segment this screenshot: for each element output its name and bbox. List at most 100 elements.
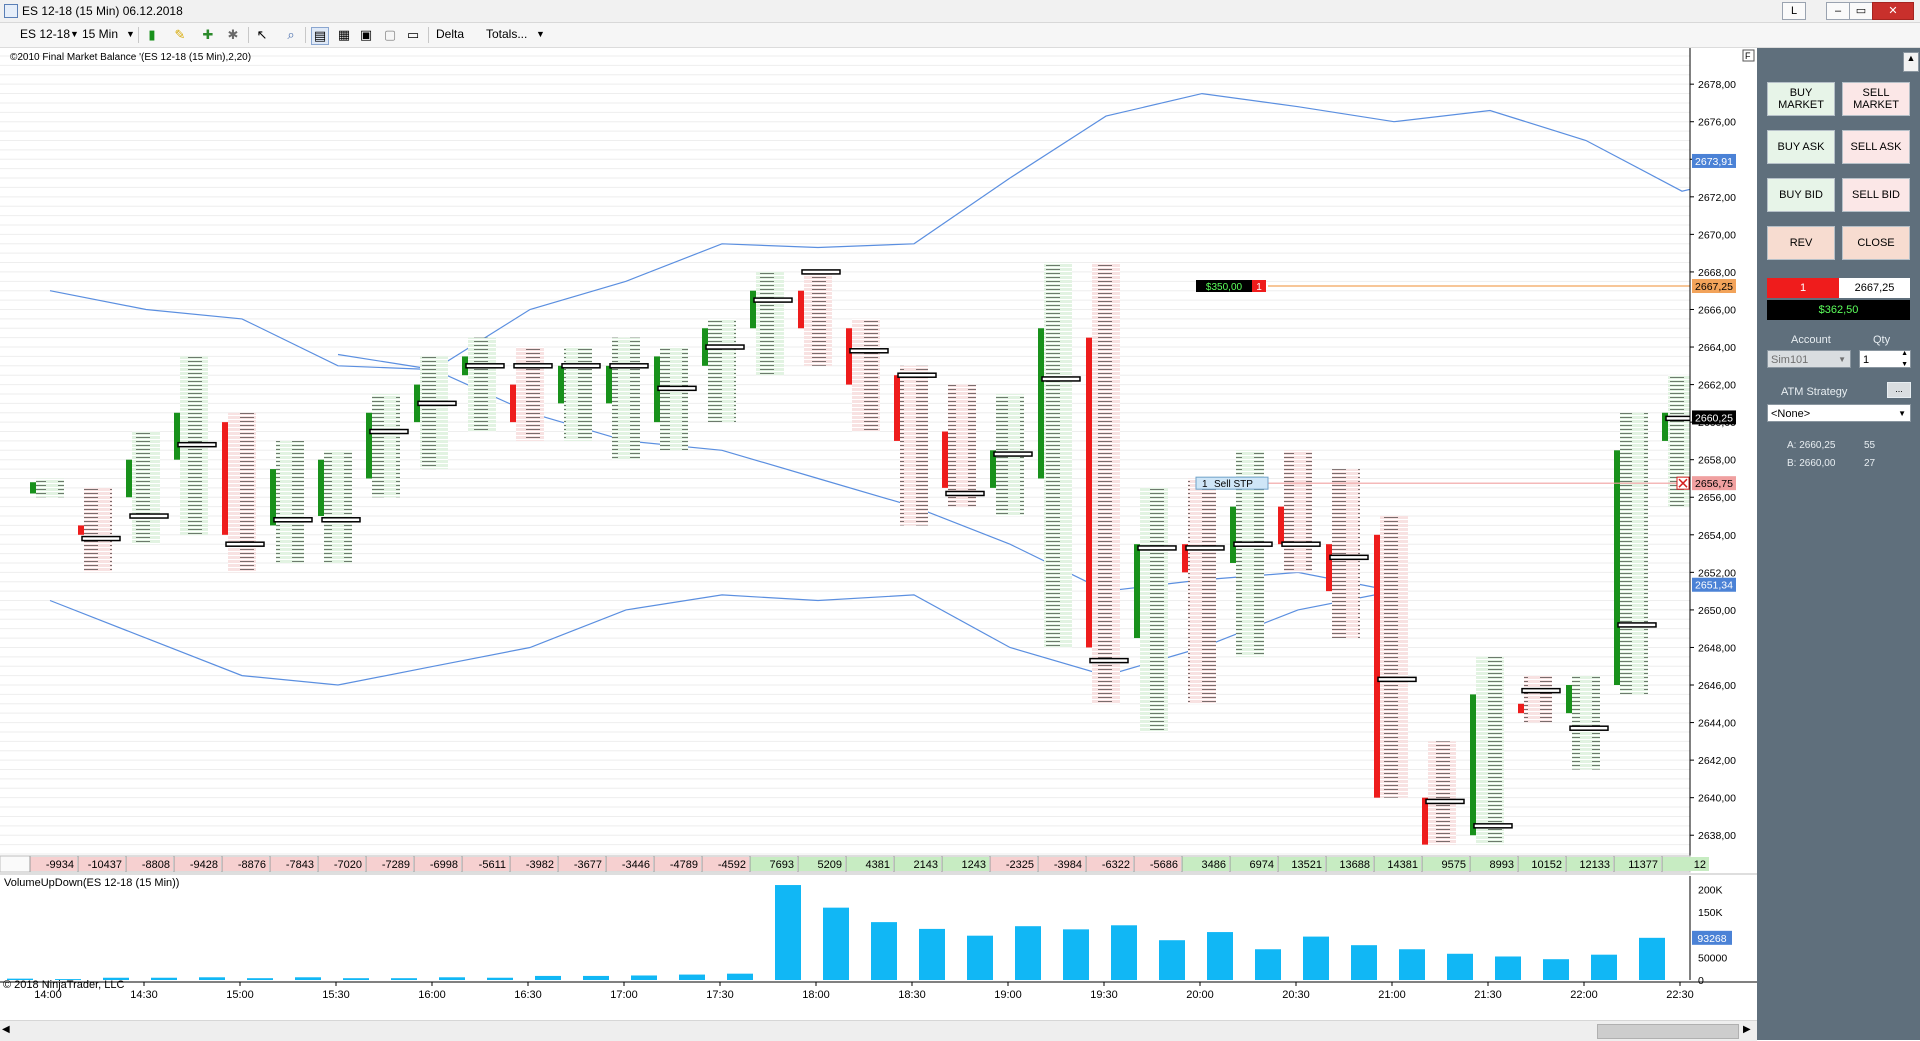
price-tick-label: 2646,00 xyxy=(1698,680,1736,692)
buy-ask-button[interactable]: BUY ASK xyxy=(1767,130,1835,164)
delta-cell xyxy=(558,857,605,871)
sell-bid-button[interactable]: SELL BID xyxy=(1842,178,1910,212)
poc-marker xyxy=(1425,798,1465,805)
chevron-down-icon[interactable]: ▼ xyxy=(536,29,545,39)
up-body xyxy=(606,365,612,404)
close-position-button[interactable]: CLOSE xyxy=(1842,226,1910,260)
totals-button[interactable]: Totals... xyxy=(486,27,528,41)
price-tick-label: 2658,00 xyxy=(1698,455,1736,467)
footprint-cells xyxy=(1044,262,1072,648)
poc-marker xyxy=(1617,622,1657,628)
delta-value: 6974 xyxy=(1250,859,1274,871)
delta-value: -7843 xyxy=(286,859,314,871)
poc-marker xyxy=(321,517,361,523)
footprint-cells xyxy=(660,347,688,451)
template-icon[interactable]: ▭ xyxy=(406,27,420,42)
delta-value: 9575 xyxy=(1442,859,1466,871)
interval-selector[interactable]: 15 Min xyxy=(82,27,119,41)
footprint-bar xyxy=(846,318,889,432)
volume-bar xyxy=(679,974,705,980)
volume-marker-label: 93268 xyxy=(1697,933,1726,945)
stop-order-tag[interactable] xyxy=(1195,476,1269,490)
sell-ask-button[interactable]: SELL ASK xyxy=(1842,130,1910,164)
poc-marker xyxy=(177,441,217,448)
price-marker[interactable] xyxy=(1692,279,1736,294)
reverse-button[interactable]: REV xyxy=(1767,226,1835,260)
footprint-bar xyxy=(606,337,649,460)
poc-marker xyxy=(753,297,793,303)
horizontal-scrollbar[interactable]: ◀ ▶ xyxy=(0,1020,1757,1041)
price-marker[interactable] xyxy=(1692,577,1736,592)
account-select[interactable]: Sim101 ▼ xyxy=(1767,350,1851,368)
price-marker[interactable] xyxy=(1692,410,1736,425)
chart-style-icon[interactable]: ▮ xyxy=(148,27,156,42)
delta-cell xyxy=(510,857,557,871)
data-box-icon[interactable]: ▦ xyxy=(337,27,351,42)
delta-value: -7289 xyxy=(382,859,410,871)
time-tick-label: 20:00 xyxy=(1186,989,1214,1000)
qty-stepper[interactable]: 1 ▲ ▼ xyxy=(1859,350,1911,368)
delta-button[interactable]: Delta xyxy=(436,27,465,41)
add-indicator-icon[interactable]: ✚ xyxy=(202,27,214,42)
order-levels[interactable]: $350,00 1 1 Sell STP xyxy=(1195,280,1690,490)
volume-bar xyxy=(7,978,33,980)
delta-value: 3486 xyxy=(1202,859,1226,871)
position-pnl-tag[interactable] xyxy=(1196,280,1252,293)
panel-scroll-up[interactable]: ▲ xyxy=(1903,52,1919,72)
scroll-right-icon[interactable]: ▶ xyxy=(1743,1024,1751,1035)
down-body xyxy=(1374,534,1380,798)
atm-options-button[interactable]: ... xyxy=(1887,382,1911,398)
close-icon[interactable]: ✕ xyxy=(1872,2,1914,20)
footprint-bar xyxy=(654,347,697,451)
account-value: Sim101 xyxy=(1771,354,1809,366)
stop-label-text: Sell STP xyxy=(1214,479,1253,490)
footprint-bar xyxy=(1422,741,1465,845)
up-body xyxy=(30,482,36,494)
scroll-left-icon[interactable]: ◀ xyxy=(2,1024,10,1035)
up-body xyxy=(270,469,276,526)
price-marker[interactable] xyxy=(1692,476,1736,491)
price-tick-label: 2678,00 xyxy=(1698,79,1736,91)
time-tick-label: 19:00 xyxy=(994,989,1022,1000)
price-marker[interactable] xyxy=(1692,153,1736,168)
panel-toggle-button[interactable]: F xyxy=(1742,49,1755,62)
buy-market-button[interactable]: BUY MARKET xyxy=(1767,82,1835,116)
footprint-cells xyxy=(900,365,928,526)
up-body xyxy=(750,290,756,329)
link-button[interactable]: L xyxy=(1782,2,1806,20)
volume-tick-label: 50000 xyxy=(1698,952,1727,964)
strategy-icon[interactable]: ✱ xyxy=(227,27,239,42)
draw-pencil-icon[interactable]: ✎ xyxy=(174,27,186,42)
chart-trader-icon[interactable]: ▤ xyxy=(311,27,329,45)
chevron-down-icon[interactable]: ▼ xyxy=(126,29,135,39)
buy-bid-button[interactable]: BUY BID xyxy=(1767,178,1835,212)
time-tick-label: 16:00 xyxy=(418,989,446,1000)
time-tick-label: 21:00 xyxy=(1378,989,1406,1000)
indicator-label: ©2010 Final Market Balance '(ES 12-18 (1… xyxy=(10,52,251,63)
sell-market-button[interactable]: SELL MARKET xyxy=(1842,82,1910,116)
maximize-button[interactable]: ▭ xyxy=(1849,2,1873,20)
zoom-icon[interactable]: ⌕ xyxy=(287,27,295,42)
footprint-cells xyxy=(132,431,160,545)
chevron-down-icon[interactable]: ▼ xyxy=(70,29,79,39)
poc-marker xyxy=(1329,554,1369,561)
stepper-arrows-icon[interactable]: ▲ ▼ xyxy=(1901,350,1908,368)
delta-cell xyxy=(126,857,173,871)
atm-strategy-select[interactable]: <None> ▼ xyxy=(1767,404,1911,422)
cursor-icon[interactable]: ↖ xyxy=(256,27,268,42)
screenshot-icon[interactable]: ▣ xyxy=(359,27,373,42)
volume-bar xyxy=(631,975,657,980)
down-body xyxy=(894,375,900,441)
price-axis[interactable]: 2678,002676,002674,002672,002670,002668,… xyxy=(1689,48,1757,860)
instrument-selector[interactable]: ES 12-18 xyxy=(20,27,71,41)
delta-cell xyxy=(990,857,1037,871)
down-body xyxy=(846,328,852,385)
properties-icon[interactable]: ▢ xyxy=(383,27,397,42)
footprint-bar xyxy=(414,356,457,470)
footprint-bar xyxy=(1566,675,1609,770)
scroll-thumb[interactable] xyxy=(1597,1024,1739,1039)
minimize-button[interactable]: – xyxy=(1826,2,1850,20)
toolbar-divider xyxy=(305,27,306,43)
position-qty-tag[interactable] xyxy=(1252,280,1266,293)
